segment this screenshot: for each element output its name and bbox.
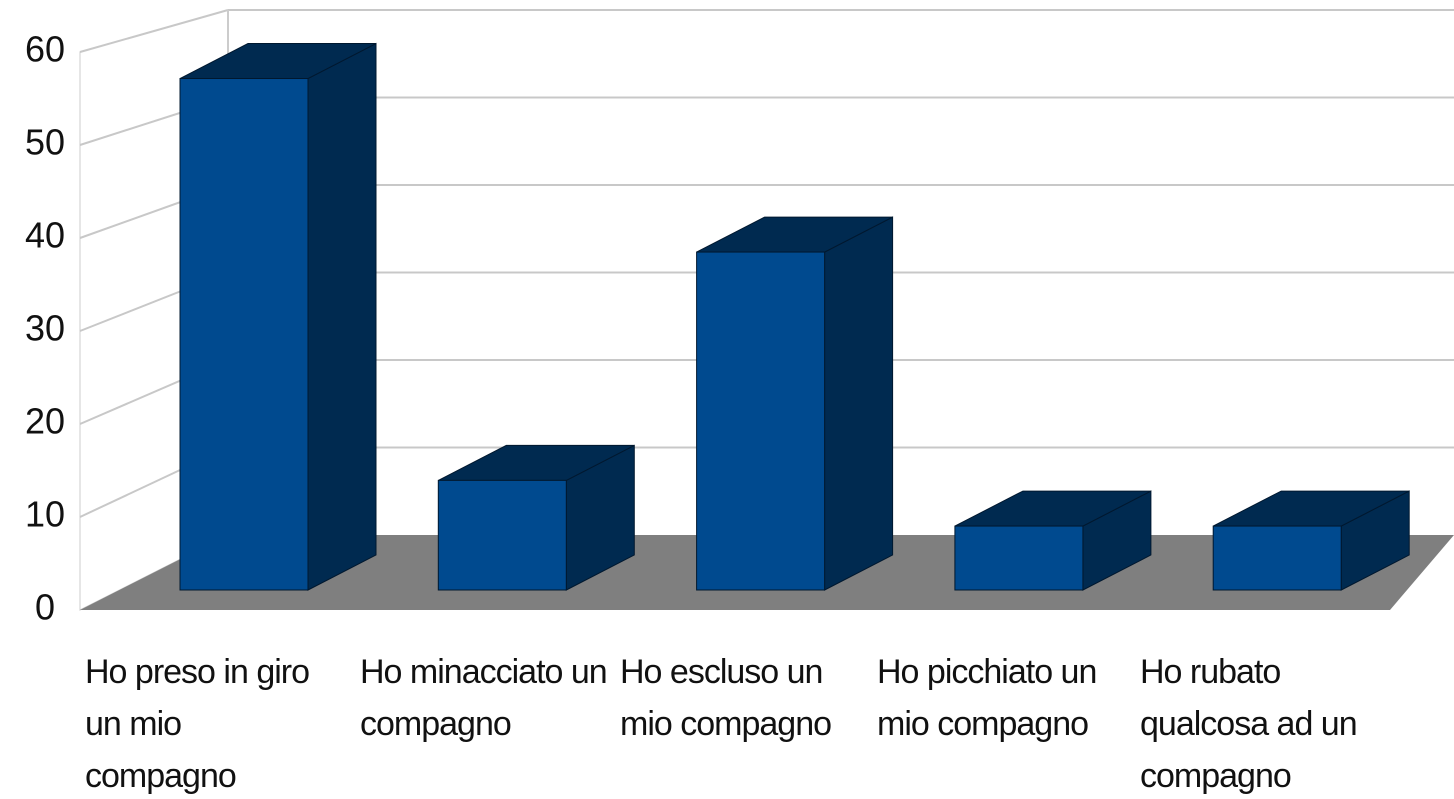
bar-side bbox=[307, 42, 377, 591]
y-tick-label: 10 bbox=[25, 494, 65, 535]
y-tick-label: 20 bbox=[25, 401, 65, 442]
y-tick-label: 50 bbox=[25, 122, 65, 163]
x-tick-label: Ho preso in giro un mio compagno bbox=[85, 653, 310, 795]
y-tick-label: 40 bbox=[25, 215, 65, 256]
bar bbox=[954, 525, 1084, 591]
bar-side bbox=[824, 216, 894, 591]
x-tick-label: Ho picchiato un mio compagno bbox=[877, 653, 1097, 743]
x-tick-label: Ho escluso un mio compagno bbox=[620, 653, 832, 743]
x-tick-label: Ho minacciato un compagno bbox=[360, 653, 608, 743]
y-tick-label: 30 bbox=[25, 308, 65, 349]
x-tick-label: Ho rubato qualcosa ad un compagno bbox=[1140, 653, 1358, 795]
grid-line bbox=[79, 9, 229, 53]
y-tick-label: 0 bbox=[35, 587, 55, 628]
bar bbox=[696, 251, 826, 591]
bar bbox=[179, 78, 309, 591]
bar bbox=[437, 479, 567, 591]
y-tick-label: 60 bbox=[25, 29, 65, 70]
bar bbox=[1212, 525, 1342, 591]
